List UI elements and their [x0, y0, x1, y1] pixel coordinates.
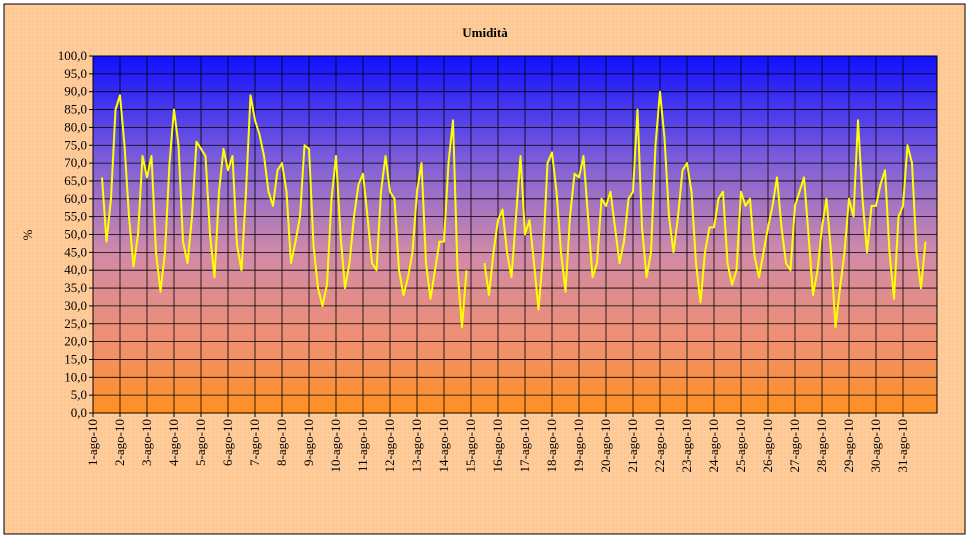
x-tick-label: 17-ago-10 — [517, 419, 532, 472]
x-tick-label: 31-ago-10 — [895, 419, 910, 472]
y-tick-label: 40,0 — [64, 262, 87, 277]
x-tick-label: 7-ago-10 — [247, 419, 262, 466]
y-tick-label: 70,0 — [64, 155, 87, 170]
x-tick-label: 19-ago-10 — [571, 419, 586, 472]
x-tick-label: 21-ago-10 — [625, 419, 640, 472]
y-tick-label: 65,0 — [64, 173, 87, 188]
x-tick-label: 28-ago-10 — [814, 419, 829, 472]
x-tick-label: 25-ago-10 — [733, 419, 748, 472]
y-tick-label: 95,0 — [64, 66, 87, 81]
x-tick-label: 26-ago-10 — [760, 419, 775, 472]
x-tick-label: 2-ago-10 — [112, 419, 127, 466]
data-line — [101, 90, 927, 329]
y-tick-label: 15,0 — [64, 351, 87, 366]
x-tick-label: 27-ago-10 — [787, 419, 802, 472]
x-tick-label: 29-ago-10 — [841, 419, 856, 472]
y-tick-label: 50,0 — [64, 227, 87, 242]
x-tick-label: 20-ago-10 — [598, 419, 613, 472]
x-tick-label: 9-ago-10 — [301, 419, 316, 466]
x-tick-label: 10-ago-10 — [328, 419, 343, 472]
x-tick-label: 5-ago-10 — [193, 419, 208, 466]
y-tick-label: 80,0 — [64, 119, 87, 134]
x-tick-label: 14-ago-10 — [436, 419, 451, 472]
x-tick-label: 4-ago-10 — [166, 419, 181, 466]
x-tick-label: 1-ago-10 — [85, 419, 100, 466]
y-tick-label: 25,0 — [64, 316, 87, 331]
y-tick-label: 60,0 — [64, 191, 87, 206]
plot-border — [92, 55, 938, 414]
x-tick-label: 8-ago-10 — [274, 419, 289, 466]
chart-title: Umidità — [462, 25, 508, 40]
x-tick-label: 23-ago-10 — [679, 419, 694, 472]
y-tick-label: 85,0 — [64, 102, 87, 117]
x-tick-label: 30-ago-10 — [868, 419, 883, 472]
y-tick-label: 5,0 — [71, 387, 87, 402]
x-tick-label: 16-ago-10 — [490, 419, 505, 472]
x-tick-label: 12-ago-10 — [382, 419, 397, 472]
y-tick-label: 75,0 — [64, 137, 87, 152]
y-tick-label: 35,0 — [64, 280, 87, 295]
y-tick-label: 45,0 — [64, 244, 87, 259]
x-tick-label: 15-ago-10 — [463, 419, 478, 472]
x-tick-label: 3-ago-10 — [139, 419, 154, 466]
y-tick-label: 20,0 — [64, 334, 87, 349]
y-axis-label: % — [20, 229, 35, 240]
y-tick-label: 90,0 — [64, 84, 87, 99]
x-tick-label: 6-ago-10 — [220, 419, 235, 466]
x-tick-label: 24-ago-10 — [706, 419, 721, 472]
x-tick-label: 11-ago-10 — [355, 419, 370, 472]
y-tick-label: 30,0 — [64, 298, 87, 313]
y-tick-label: 100,0 — [58, 48, 87, 63]
x-tick-label: 22-ago-10 — [652, 419, 667, 472]
y-tick-label: 0,0 — [71, 405, 87, 420]
x-tick-label: 13-ago-10 — [409, 419, 424, 472]
x-tick-label: 18-ago-10 — [544, 419, 559, 472]
y-tick-label: 10,0 — [64, 369, 87, 384]
y-tick-label: 55,0 — [64, 209, 87, 224]
